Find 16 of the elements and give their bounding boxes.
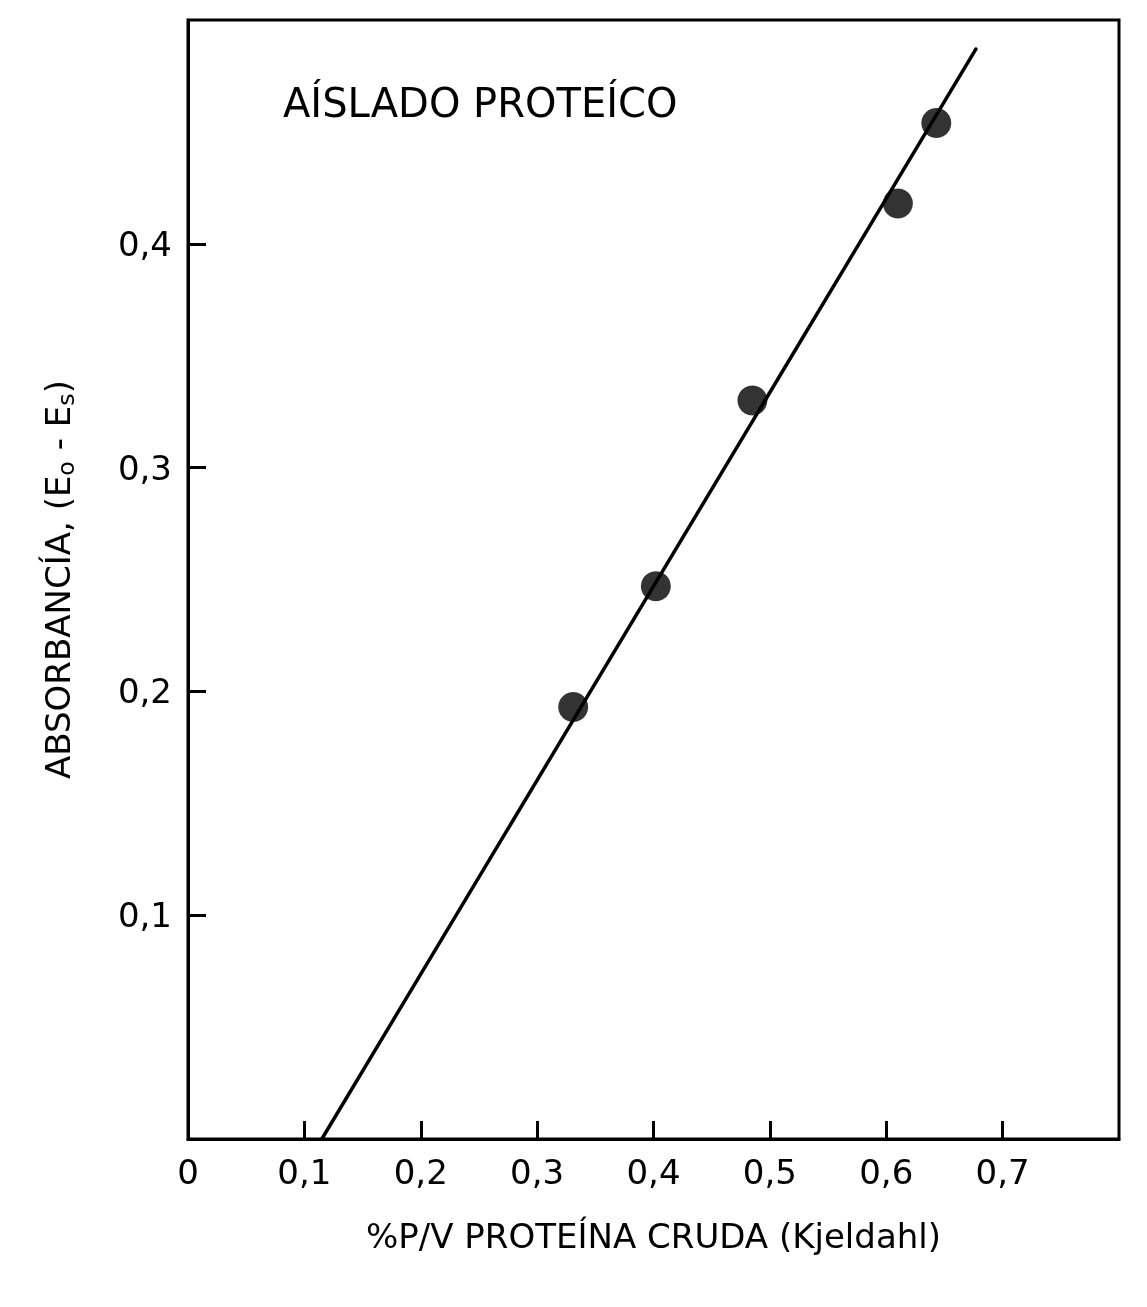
x-tick-label: 0 — [177, 1152, 199, 1192]
y-axis-title: ABSORBANCÍA, (Eo - Es) — [37, 380, 80, 779]
point — [882, 188, 913, 219]
y-tick-label: 0,2 — [117, 671, 172, 712]
text: AÍSLADO PROTEÍCO — [283, 79, 678, 126]
y-tick-label: 0,1 — [117, 895, 172, 936]
x-tick-label: 0,3 — [510, 1152, 565, 1192]
x-tick-label: 0,1 — [277, 1152, 332, 1192]
y-tick-label: 0,4 — [117, 223, 172, 264]
x-tick-label: 0,7 — [975, 1152, 1030, 1192]
x-axis-title: %P/V PROTEÍNA CRUDA (Kjeldahl) — [366, 1216, 941, 1256]
x-tick-label: 0,4 — [626, 1152, 681, 1192]
x-tick-label: 0,5 — [742, 1152, 797, 1192]
y-tick-label: 0,3 — [117, 447, 172, 488]
x-tick-label: 0,6 — [859, 1152, 914, 1192]
x-tick-label: 0,2 — [393, 1152, 448, 1192]
